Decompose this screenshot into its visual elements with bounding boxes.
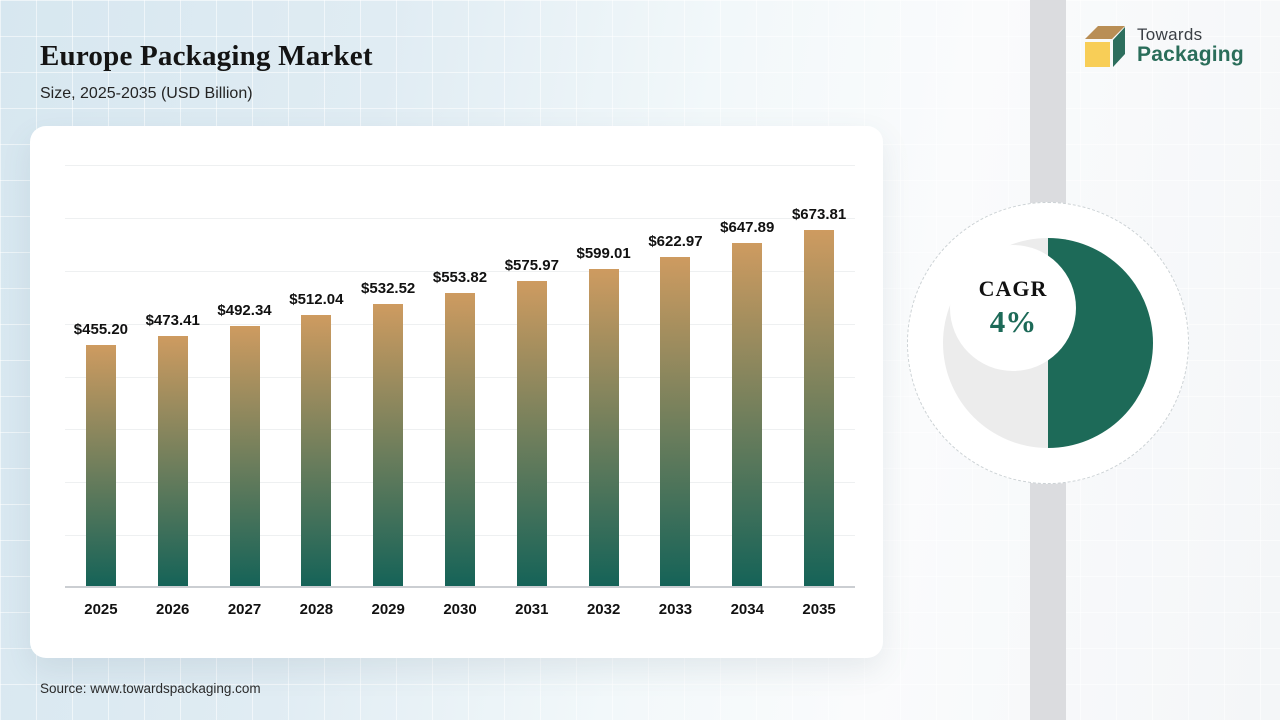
bar-value-label: $455.20 [73, 321, 129, 338]
bar-value-label: $512.04 [289, 291, 344, 308]
bar-value-label: $647.89 [720, 219, 775, 236]
header: Europe Packaging Market Size, 2025-2035 … [40, 40, 373, 103]
brand-name-top: Towards [1137, 25, 1203, 45]
x-axis-label-2030: 2030 [443, 601, 477, 618]
cagr-label: CAGR [978, 276, 1048, 301]
brand-logo-text: Towards Packaging [1137, 26, 1244, 66]
bar-2030 [445, 293, 475, 586]
cagr-donut: CAGR 4% [907, 202, 1189, 484]
bar-2027 [229, 326, 260, 586]
x-axis-label-2025: 2025 [84, 601, 118, 618]
x-axis-label-2029: 2029 [371, 601, 405, 618]
gridline-600 [65, 270, 855, 272]
bar-2032 [588, 269, 619, 586]
bar-2034 [732, 243, 763, 586]
x-axis: 2025 2026 2027 2028 2029 2030 2031 2032 2033 2034… [65, 588, 855, 630]
bar-2028 [301, 315, 332, 586]
bar-2029 [373, 304, 404, 586]
x-axis-label-2027: 2027 [227, 601, 262, 618]
gridline-700 [65, 217, 855, 219]
source-text: Source: www.towardspackaging.com [40, 681, 261, 696]
bar-2035 [804, 230, 835, 586]
cagr-value: 4% [989, 304, 1037, 339]
bar-value-label: $553.82 [432, 269, 488, 286]
cagr-donut-center: CAGR 4% [950, 245, 1076, 371]
bar-value-label: $473.41 [145, 312, 200, 329]
bar-value-label: $622.97 [648, 233, 703, 250]
bar-value-label: $532.52 [361, 280, 416, 297]
x-axis-label-2034: 2034 [730, 601, 764, 618]
x-axis-label-2033: 2033 [658, 601, 693, 618]
bar-value-label: $575.97 [504, 257, 559, 274]
bar-2033 [660, 257, 691, 586]
bar-2026 [157, 336, 188, 586]
page-title: Europe Packaging Market [40, 40, 373, 72]
bar-chart: $455.20 $473.41 $492.34 $512.04 $532.52 $553.… [65, 165, 855, 588]
bar-value-label: $599.01 [576, 245, 631, 262]
bar-2031 [516, 281, 547, 586]
gridline-800 [65, 165, 855, 166]
bar-value-label: $673.81 [791, 206, 847, 223]
x-axis-label-2031: 2031 [515, 601, 549, 618]
chart-card: $455.20 $473.41 $492.34 $512.04 $532.52 $553.… [30, 126, 883, 658]
x-axis-label-2028: 2028 [299, 601, 334, 618]
x-axis-label-2035: 2035 [802, 601, 836, 618]
page-subtitle: Size, 2025-2035 (USD Billion) [40, 85, 253, 102]
packaging-cube-icon [1085, 26, 1125, 67]
x-axis-label-2032: 2032 [586, 601, 621, 618]
brand-name-bottom: Packaging [1137, 42, 1244, 66]
brand-logo: Towards Packaging [1082, 22, 1244, 70]
x-axis-label-2026: 2026 [156, 601, 190, 618]
bar-2025 [85, 345, 116, 586]
bar-value-label: $492.34 [217, 302, 272, 319]
